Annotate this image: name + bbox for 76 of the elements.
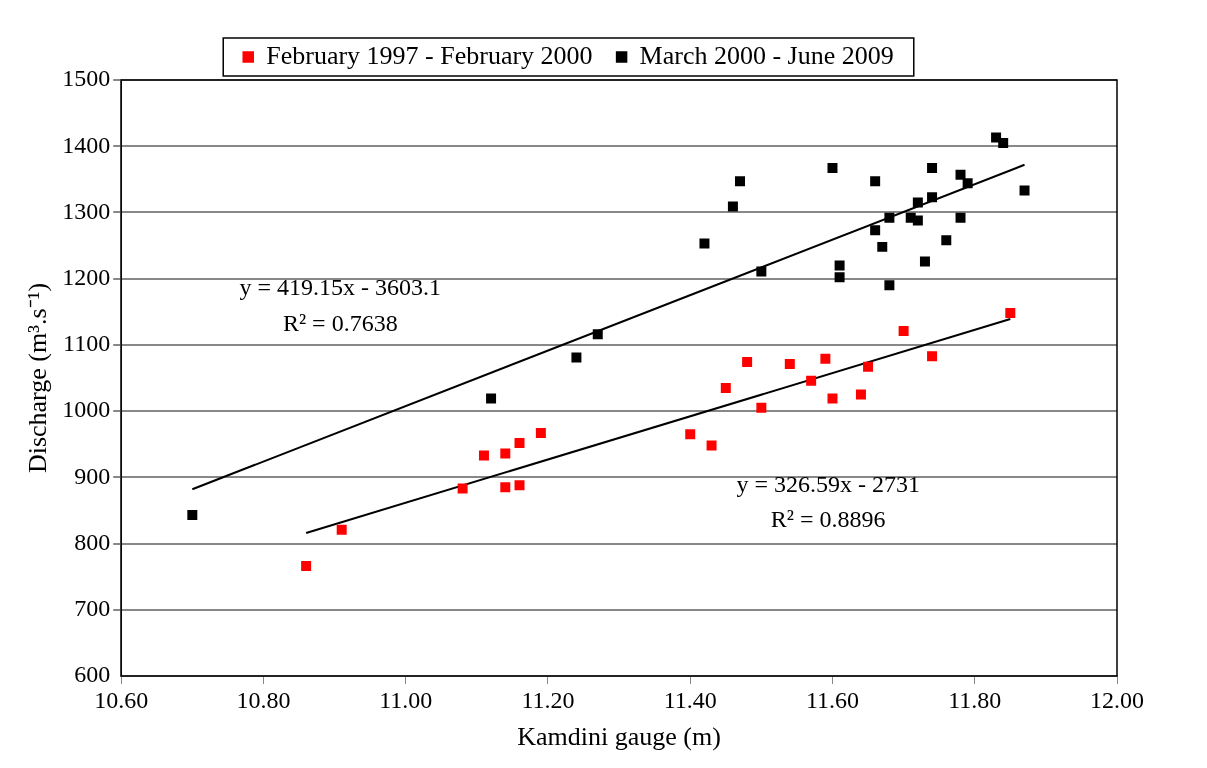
point xyxy=(535,427,546,438)
annotation: y = 419.15x - 3603.1 xyxy=(239,273,442,300)
point xyxy=(863,361,874,372)
point xyxy=(187,510,198,521)
point xyxy=(784,359,795,370)
point xyxy=(486,393,497,404)
point xyxy=(941,235,952,246)
point xyxy=(742,357,753,368)
x-tick-label: 11.60 xyxy=(805,686,860,713)
point xyxy=(834,272,845,283)
y-tick-label: 1100 xyxy=(63,330,111,357)
point xyxy=(756,402,767,413)
point xyxy=(870,176,881,187)
point xyxy=(912,215,923,226)
y-tick-label: 1500 xyxy=(62,65,111,92)
y-axis-title: Discharge (m³.s⁻¹) xyxy=(23,282,53,474)
y-tick-label: 900 xyxy=(74,462,111,489)
point xyxy=(457,483,468,494)
legend-label: March 2000 - June 2009 xyxy=(639,40,894,70)
point xyxy=(827,163,838,174)
x-tick-label: 11.40 xyxy=(663,686,717,713)
point xyxy=(955,212,966,223)
y-tick-label: 1300 xyxy=(62,197,111,224)
x-tick-label: 12.00 xyxy=(1090,686,1144,713)
y-tick-label: 1000 xyxy=(62,396,111,423)
x-tick-label: 11.20 xyxy=(521,686,575,713)
annotation: R² = 0.7638 xyxy=(282,309,398,336)
point xyxy=(500,482,511,493)
x-tick-label: 11.80 xyxy=(948,686,1002,713)
point xyxy=(1019,185,1030,196)
y-tick-label: 1200 xyxy=(62,263,111,290)
point xyxy=(500,448,511,459)
point xyxy=(685,429,696,440)
point xyxy=(706,440,717,451)
point xyxy=(919,256,930,267)
y-tick-label: 1400 xyxy=(62,131,111,158)
point xyxy=(301,561,312,572)
point xyxy=(927,192,938,203)
point xyxy=(514,437,525,448)
point xyxy=(827,393,838,404)
point xyxy=(514,480,525,491)
point xyxy=(927,351,938,362)
y-tick-label: 600 xyxy=(74,661,111,688)
point xyxy=(898,325,909,336)
x-tick-label: 10.60 xyxy=(94,686,149,713)
x-axis-title: Kamdini gauge (m) xyxy=(517,722,721,752)
point xyxy=(592,329,603,340)
point xyxy=(884,280,895,291)
annotation: R² = 0.8896 xyxy=(770,506,886,533)
point xyxy=(998,137,1009,148)
point xyxy=(820,353,831,364)
point xyxy=(727,201,738,212)
point xyxy=(756,266,767,277)
point xyxy=(884,212,895,223)
point xyxy=(720,382,731,393)
x-tick-label: 11.00 xyxy=(379,686,433,713)
point xyxy=(870,225,881,236)
point xyxy=(478,450,489,461)
point xyxy=(927,163,938,174)
point xyxy=(571,352,582,363)
point xyxy=(912,197,923,208)
y-tick-label: 800 xyxy=(74,528,111,555)
legend-label: February 1997 - February 2000 xyxy=(266,40,593,70)
y-tick-label: 700 xyxy=(74,595,111,622)
point xyxy=(806,375,817,386)
point xyxy=(699,238,710,249)
point xyxy=(834,260,845,271)
point xyxy=(955,169,966,180)
point xyxy=(735,176,746,187)
annotation: y = 326.59x - 2731 xyxy=(736,470,920,497)
point xyxy=(336,524,347,535)
point xyxy=(855,389,866,400)
point xyxy=(962,178,973,189)
point xyxy=(877,241,888,252)
point xyxy=(1005,308,1016,319)
x-tick-label: 10.80 xyxy=(236,686,291,713)
